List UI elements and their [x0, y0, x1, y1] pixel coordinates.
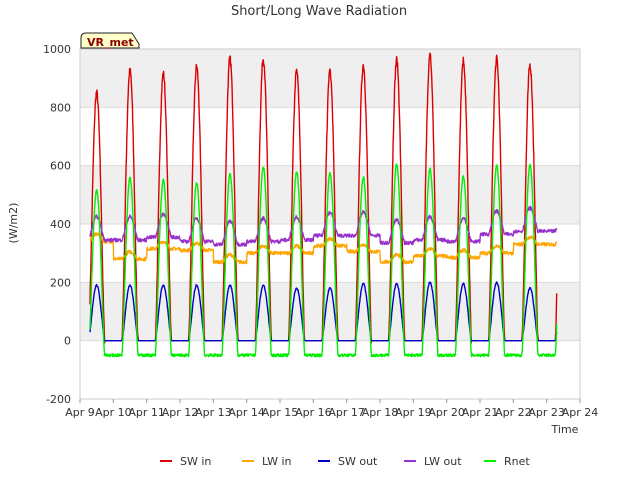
y-tick-label: 1000	[43, 43, 71, 56]
x-tick-label: Apr 16	[295, 406, 332, 419]
x-tick-label: Apr 18	[362, 406, 399, 419]
x-tick-label: Apr 19	[395, 406, 432, 419]
x-tick-label: Apr 14	[228, 406, 265, 419]
x-tick-label: Apr 12	[162, 406, 199, 419]
legend-label-rnet: Rnet	[504, 455, 530, 468]
chart-title: Short/Long Wave Radiation	[231, 4, 407, 19]
x-tick-label: Apr 10	[95, 406, 132, 419]
y-axis-ticks: -200 0 200 400 600 800 1000	[43, 43, 71, 406]
y-tick-label: 600	[50, 160, 71, 173]
x-tick-label: Apr 21	[462, 406, 499, 419]
x-tick-label: Apr 22	[495, 406, 532, 419]
x-tick-label: Apr 13	[195, 406, 232, 419]
legend-label-sw-out: SW out	[338, 455, 378, 468]
plot-bands	[80, 49, 580, 341]
plot-band	[80, 282, 580, 341]
legend-label-lw-out: LW out	[424, 455, 462, 468]
legend: SW in LW in SW out LW out Rnet	[160, 455, 530, 468]
y-axis-label: (W/m2)	[7, 203, 20, 244]
x-tick-label: Apr 20	[428, 406, 465, 419]
y-tick-label: 0	[64, 335, 71, 348]
site-badge-shape	[80, 32, 140, 49]
x-tick-label: Apr 11	[128, 406, 165, 419]
y-tick-label: -200	[46, 393, 71, 406]
x-tick-label: Apr 17	[328, 406, 365, 419]
y-tick-label: 200	[50, 276, 71, 289]
series-line-rnet	[89, 163, 558, 358]
x-axis-label: Time	[551, 423, 579, 436]
series-layer	[89, 52, 558, 358]
x-tick-label: Apr 9	[65, 406, 95, 419]
legend-label-lw-in: LW in	[262, 455, 292, 468]
plot-band	[80, 49, 580, 108]
x-tick-label: Apr 23	[528, 406, 565, 419]
site-badge: VR_met	[80, 32, 140, 49]
legend-label-sw-in: SW in	[180, 455, 211, 468]
site-badge-text: VR_met	[87, 36, 134, 49]
series-line-lw-out	[89, 205, 558, 247]
y-tick-label: 800	[50, 101, 71, 114]
plot-frame	[79, 48, 581, 400]
x-tick-label: Apr 15	[262, 406, 299, 419]
y-tick-label: 400	[50, 218, 71, 231]
x-tick-label: Apr 24	[562, 406, 599, 419]
